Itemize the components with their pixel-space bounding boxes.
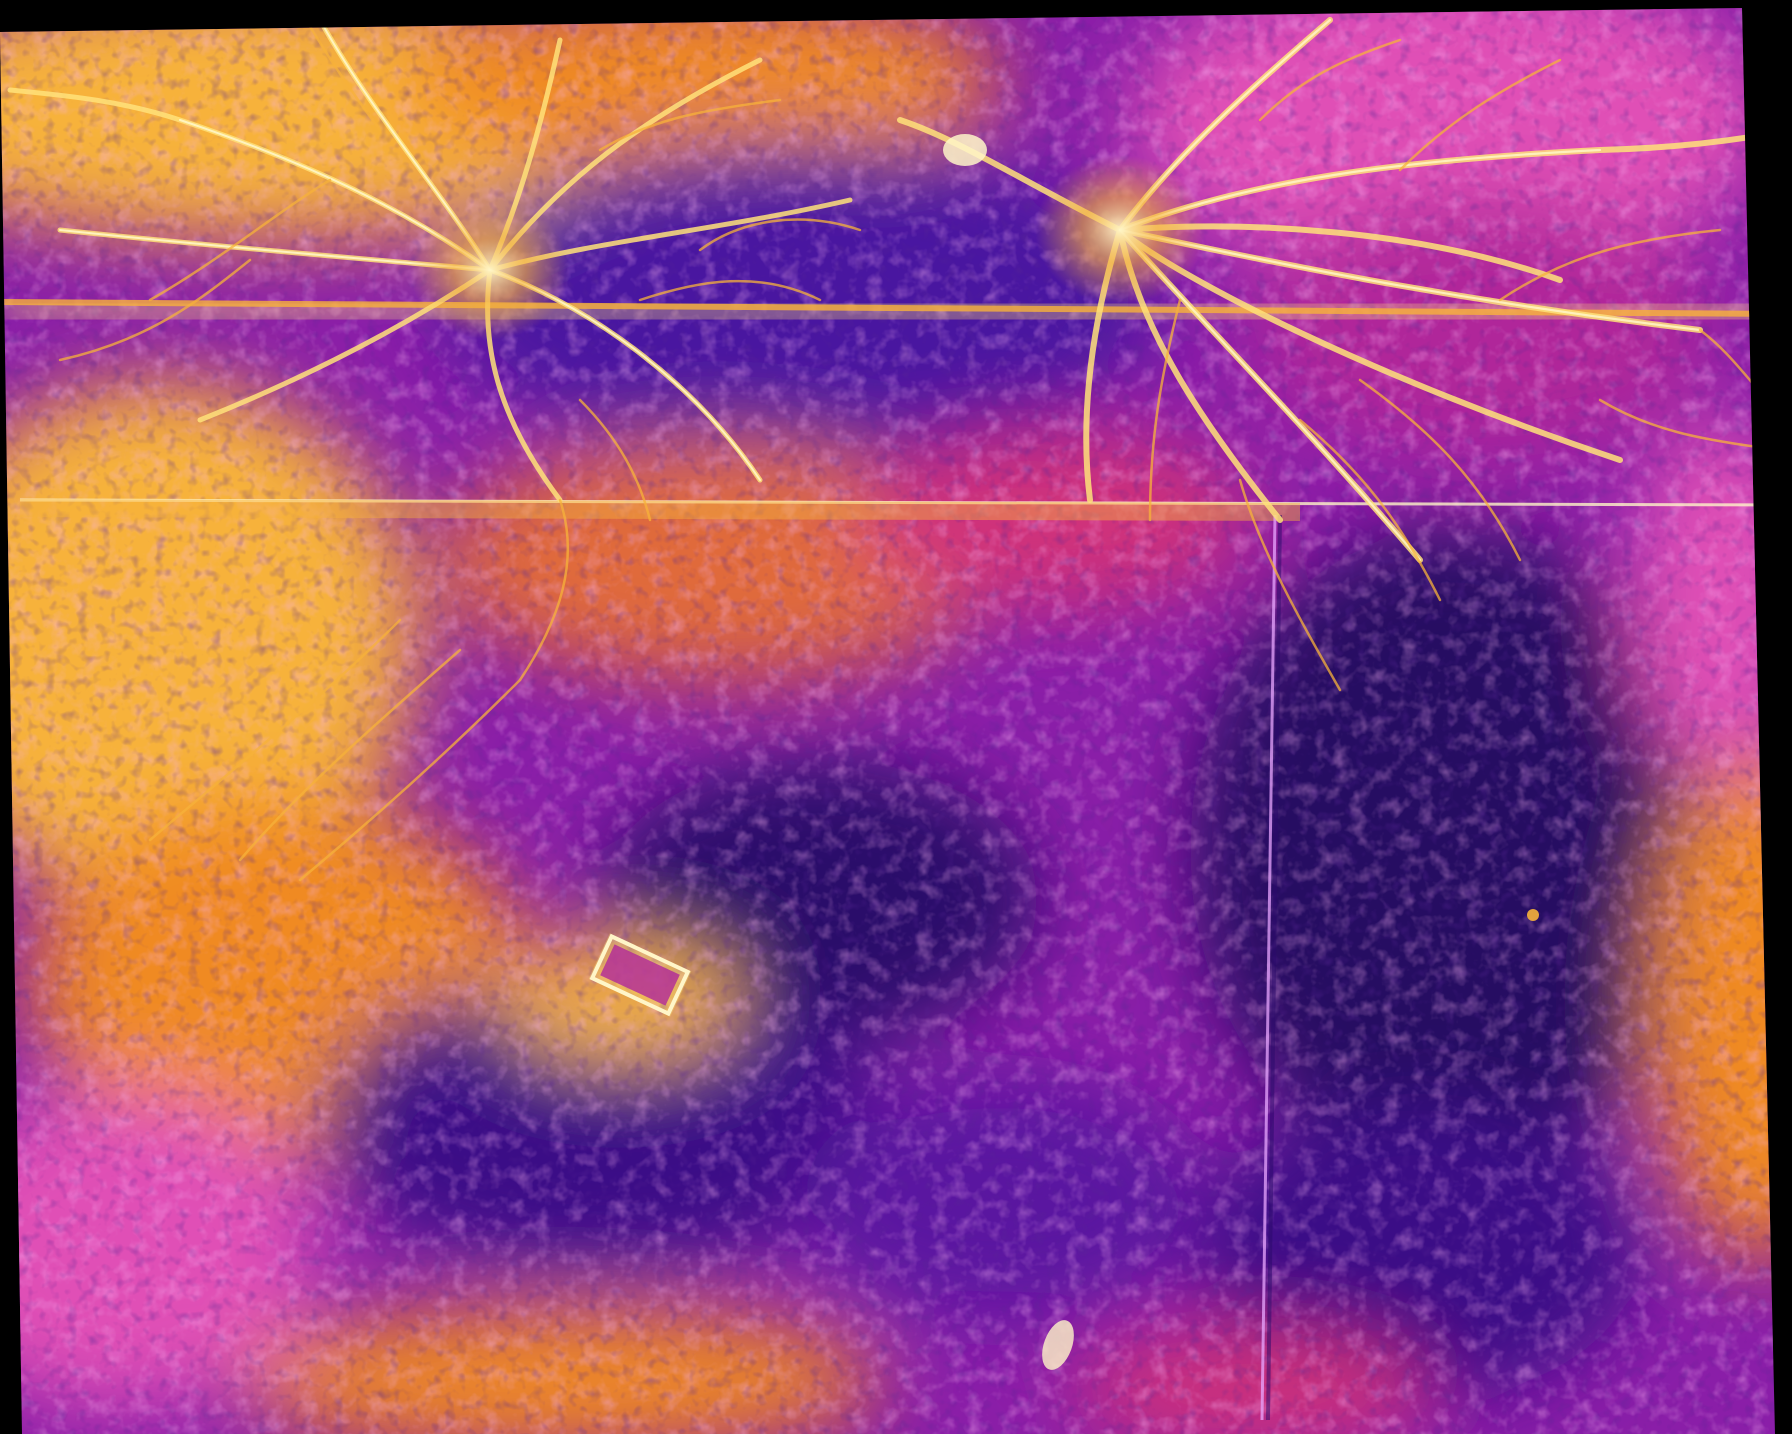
artifact-rectangle: [588, 933, 692, 1017]
left-optic-disc: [410, 200, 570, 340]
right-optic-disc: [1035, 155, 1205, 305]
tile-seams: [0, 294, 1775, 1421]
bright-spot-top: [943, 134, 987, 166]
bright-spot-right: [1527, 909, 1539, 921]
bright-spot-bottom: [1042, 1320, 1074, 1370]
